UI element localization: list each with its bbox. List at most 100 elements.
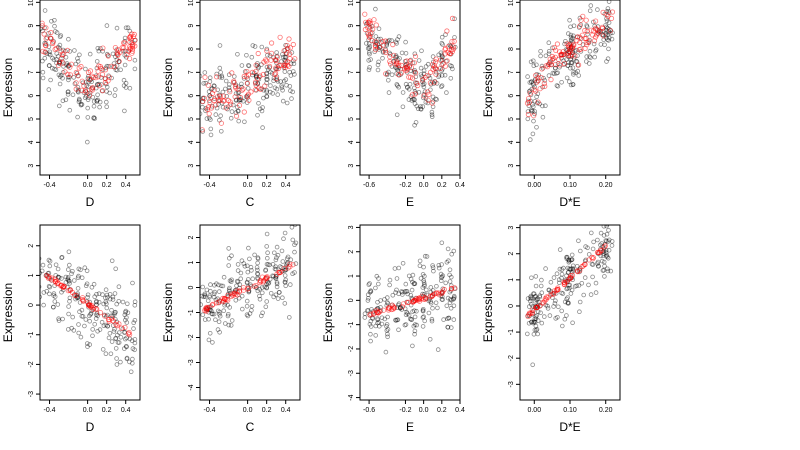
data-point: [84, 83, 89, 89]
data-point: [274, 50, 279, 55]
data-point: [273, 76, 279, 82]
data-point: [225, 302, 231, 308]
data-point: [68, 61, 75, 67]
data-point: [77, 98, 82, 103]
data-point: [578, 22, 583, 28]
data-point: [375, 299, 380, 305]
x-tick-label: 0.20: [599, 407, 613, 414]
x-tick-label: 0.10: [563, 182, 577, 189]
data-point: [86, 79, 91, 85]
data-point: [205, 298, 211, 304]
data-point: [603, 250, 609, 256]
data-point: [414, 103, 420, 109]
y-axis-title: Expression: [481, 283, 495, 342]
x-tick-label: 0.2: [262, 407, 272, 414]
data-point: [439, 274, 445, 280]
data-point: [550, 70, 556, 76]
data-point: [274, 280, 280, 285]
data-point: [407, 58, 413, 64]
data-point: [111, 329, 117, 334]
data-point: [284, 42, 290, 49]
data-point: [266, 63, 273, 70]
x-tick-label: -0.2: [399, 182, 411, 189]
data-point: [214, 71, 220, 77]
data-point: [103, 322, 109, 328]
data-point: [445, 246, 451, 252]
data-point: [214, 74, 220, 80]
data-point: [212, 289, 218, 295]
data-point: [211, 311, 217, 317]
data-point: [59, 254, 65, 260]
data-point: [123, 336, 128, 342]
data-point: [412, 68, 417, 73]
data-point: [225, 313, 231, 319]
data-point: [102, 80, 109, 86]
data-point: [423, 64, 429, 69]
data-point: [200, 98, 206, 105]
data-point: [221, 308, 227, 314]
data-point: [66, 77, 71, 83]
data-point: [73, 292, 79, 299]
data-point: [89, 284, 95, 290]
data-point: [406, 273, 412, 279]
data-point: [424, 254, 430, 259]
data-point: [112, 310, 118, 316]
data-point: [362, 311, 368, 317]
data-point: [421, 84, 427, 90]
y-tick-label: 4: [28, 140, 35, 144]
data-point: [604, 18, 610, 24]
data-point: [601, 233, 607, 238]
data-point: [533, 304, 539, 310]
data-point: [420, 308, 426, 313]
data-point: [591, 41, 597, 47]
data-point: [400, 260, 406, 266]
data-point: [214, 105, 220, 111]
data-point: [97, 309, 104, 316]
data-point: [63, 97, 69, 103]
data-point: [86, 69, 92, 76]
data-point: [529, 319, 534, 325]
y-axis-title: Expression: [161, 283, 175, 342]
data-point: [366, 50, 372, 55]
data-point: [575, 53, 580, 58]
y-tick-label: 8: [28, 47, 35, 51]
data-point: [421, 264, 426, 270]
data-point: [66, 327, 71, 332]
data-point: [75, 85, 81, 90]
data-point: [287, 84, 293, 89]
data-point: [399, 62, 405, 69]
data-point: [545, 294, 551, 300]
data-point: [79, 307, 85, 313]
data-point: [533, 294, 539, 299]
data-point: [209, 311, 215, 317]
data-point: [84, 281, 90, 287]
y-axis-title: Expression: [1, 58, 15, 117]
data-point: [442, 72, 448, 78]
data-point: [292, 270, 297, 275]
data-point: [113, 309, 118, 315]
data-point: [122, 108, 127, 114]
data-point: [419, 77, 426, 83]
data-point: [268, 83, 273, 88]
data-point: [557, 247, 563, 252]
data-point: [606, 237, 612, 243]
data-point: [525, 74, 530, 79]
data-point: [210, 301, 216, 307]
data-point: [85, 341, 90, 346]
data-point: [274, 77, 280, 83]
data-point: [606, 20, 612, 25]
data-point: [125, 301, 130, 307]
data-point: [577, 248, 583, 254]
data-point: [123, 25, 129, 31]
data-point: [117, 330, 122, 335]
data-point: [66, 304, 71, 309]
data-point: [220, 283, 226, 289]
data-point: [373, 285, 378, 291]
data-point: [404, 309, 410, 315]
data-point: [252, 79, 259, 85]
data-point: [55, 280, 61, 286]
data-point: [585, 245, 590, 251]
data-point: [589, 32, 596, 38]
data-point: [418, 276, 424, 281]
data-point: [559, 52, 566, 58]
